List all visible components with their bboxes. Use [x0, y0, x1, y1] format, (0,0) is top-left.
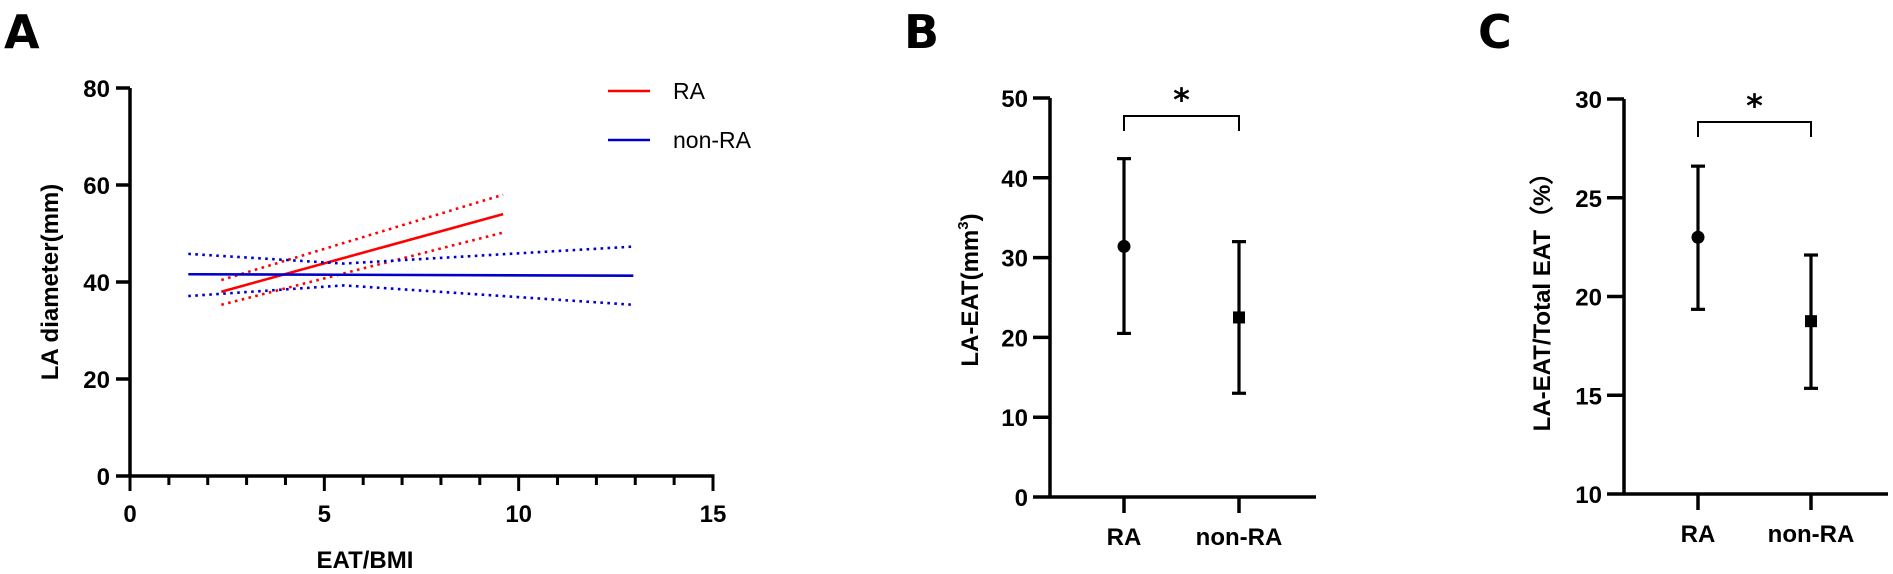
panel-c-y-axis-label: LA-EAT/Total EAT（%） — [1529, 161, 1556, 432]
y-tick-label: 20 — [1575, 285, 1602, 312]
y-tick-label: 0 — [1015, 485, 1028, 512]
ci-upper-ra — [220, 193, 504, 282]
panel-c-y-tick-labels: 10 15 20 25 30 — [1575, 87, 1602, 509]
panel-c-axes — [1607, 97, 1888, 510]
y-tick-label: 60 — [83, 173, 110, 200]
panel-c-x-tick-labels: RA non-RA — [1681, 521, 1855, 548]
mean-marker-circle — [1691, 230, 1705, 244]
panel-a-y-axis-label: LA diameter(mm) — [37, 184, 64, 380]
panel-b-axes — [1033, 96, 1316, 513]
panel-a-line-chart: A 0 20 40 60 80 0 5 10 15 LA diameter(mm) EAT/B… — [4, 5, 752, 574]
y-tick-label: 40 — [83, 270, 110, 297]
x-tick-label: 10 — [505, 501, 532, 528]
y-tick-label: 10 — [1001, 405, 1028, 432]
ci-upper-non-ra — [188, 245, 634, 265]
x-tick-label: 15 — [700, 501, 727, 528]
legend-label-ra: RA — [673, 78, 706, 104]
data-point-ra — [1117, 157, 1131, 336]
y-tick-label: 25 — [1575, 186, 1602, 213]
panel-b-error-bar-chart: B 0 10 20 30 40 50 RA non-RA LA-EAT(mm3) * — [904, 5, 1316, 551]
panel-a-y-tick-labels: 0 20 40 60 80 — [83, 76, 110, 491]
panel-label-c: C — [1478, 5, 1512, 59]
significance-asterisk: * — [1746, 87, 1763, 125]
significance-bracket-line — [1123, 115, 1240, 131]
y-tick-label: 40 — [1001, 166, 1028, 193]
panel-a-legend: RA non-RA — [608, 78, 752, 153]
data-point-non-ra — [1804, 253, 1818, 390]
x-tick-label-non-ra: non-RA — [1196, 524, 1283, 551]
panel-c-significance-bracket: * — [1697, 87, 1812, 137]
panel-b-significance-bracket: * — [1123, 81, 1240, 131]
mean-marker-circle — [1117, 239, 1131, 253]
panel-a-x-axis-label: EAT/BMI — [317, 547, 414, 574]
panel-label-b: B — [904, 5, 939, 59]
x-tick-label-non-ra: non-RA — [1768, 521, 1855, 548]
data-point-ra — [1691, 164, 1705, 311]
y-tick-label: 20 — [1001, 325, 1028, 352]
panel-c-data-points — [1691, 164, 1818, 390]
panel-label-a: A — [4, 5, 40, 59]
x-tick-label: 5 — [318, 501, 331, 528]
mean-marker-square — [1805, 315, 1817, 328]
y-tick-label: 80 — [83, 76, 110, 103]
fit-line-ra — [220, 212, 504, 293]
panel-a-x-tick-labels: 0 5 10 15 — [123, 501, 726, 528]
y-tick-label: 10 — [1575, 482, 1602, 509]
data-point-non-ra — [1232, 240, 1246, 395]
panel-b-y-axis-label: LA-EAT(mm3) — [955, 213, 984, 366]
panel-b-y-tick-labels: 0 10 20 30 40 50 — [1001, 86, 1028, 512]
y-tick-label: 30 — [1575, 87, 1602, 114]
panel-a-series — [188, 193, 634, 307]
y-tick-label: 20 — [83, 367, 110, 394]
panel-b-data-points — [1117, 157, 1246, 395]
significance-bracket-line — [1697, 121, 1812, 137]
legend-label-non-ra: non-RA — [673, 127, 752, 153]
mean-marker-square — [1233, 311, 1245, 324]
x-tick-label-ra: RA — [1107, 524, 1142, 551]
panel-b-x-tick-labels: RA non-RA — [1107, 524, 1283, 551]
significance-asterisk: * — [1173, 81, 1190, 119]
y-tick-label: 50 — [1001, 86, 1028, 113]
x-tick-label-ra: RA — [1681, 521, 1716, 548]
y-tick-label: 15 — [1575, 383, 1602, 410]
y-tick-label: 0 — [97, 464, 110, 491]
ci-lower-non-ra — [188, 284, 634, 307]
y-tick-label: 30 — [1001, 246, 1028, 273]
panel-c-error-bar-chart: C 10 15 20 25 30 RA non-RA LA-EAT/Total EAT（%… — [1478, 5, 1888, 548]
fit-line-non-ra — [188, 272, 634, 277]
x-tick-label: 0 — [123, 501, 136, 528]
panel-a-axes — [116, 86, 715, 491]
